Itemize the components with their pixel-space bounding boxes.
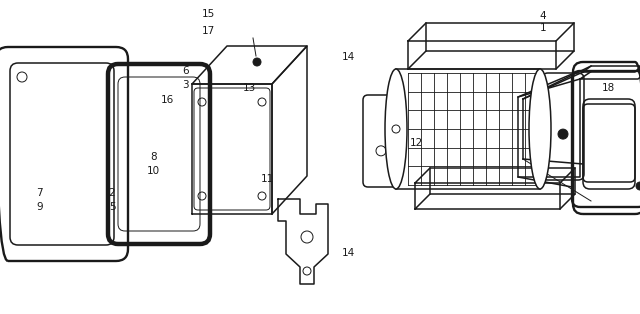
- Text: 10: 10: [147, 166, 160, 176]
- Text: 16: 16: [161, 95, 174, 106]
- Circle shape: [636, 182, 640, 190]
- Circle shape: [253, 58, 261, 66]
- Text: 15: 15: [202, 9, 214, 19]
- Text: 2: 2: [109, 188, 115, 198]
- Ellipse shape: [385, 69, 407, 189]
- Circle shape: [392, 125, 400, 133]
- Text: 8: 8: [150, 152, 157, 162]
- Text: 7: 7: [36, 188, 43, 198]
- Text: 1: 1: [540, 23, 546, 33]
- Ellipse shape: [529, 69, 551, 189]
- Circle shape: [558, 129, 568, 139]
- Text: 13: 13: [243, 83, 256, 93]
- Text: 4: 4: [540, 11, 546, 21]
- Text: 17: 17: [202, 26, 214, 36]
- Text: 11: 11: [261, 174, 274, 184]
- Text: 14: 14: [342, 248, 355, 258]
- Text: 3: 3: [182, 80, 189, 90]
- Text: 18: 18: [602, 83, 614, 93]
- Text: 6: 6: [182, 66, 189, 76]
- Text: 12: 12: [410, 138, 422, 148]
- Text: 5: 5: [109, 202, 115, 212]
- Text: 9: 9: [36, 202, 43, 212]
- Text: 14: 14: [342, 51, 355, 62]
